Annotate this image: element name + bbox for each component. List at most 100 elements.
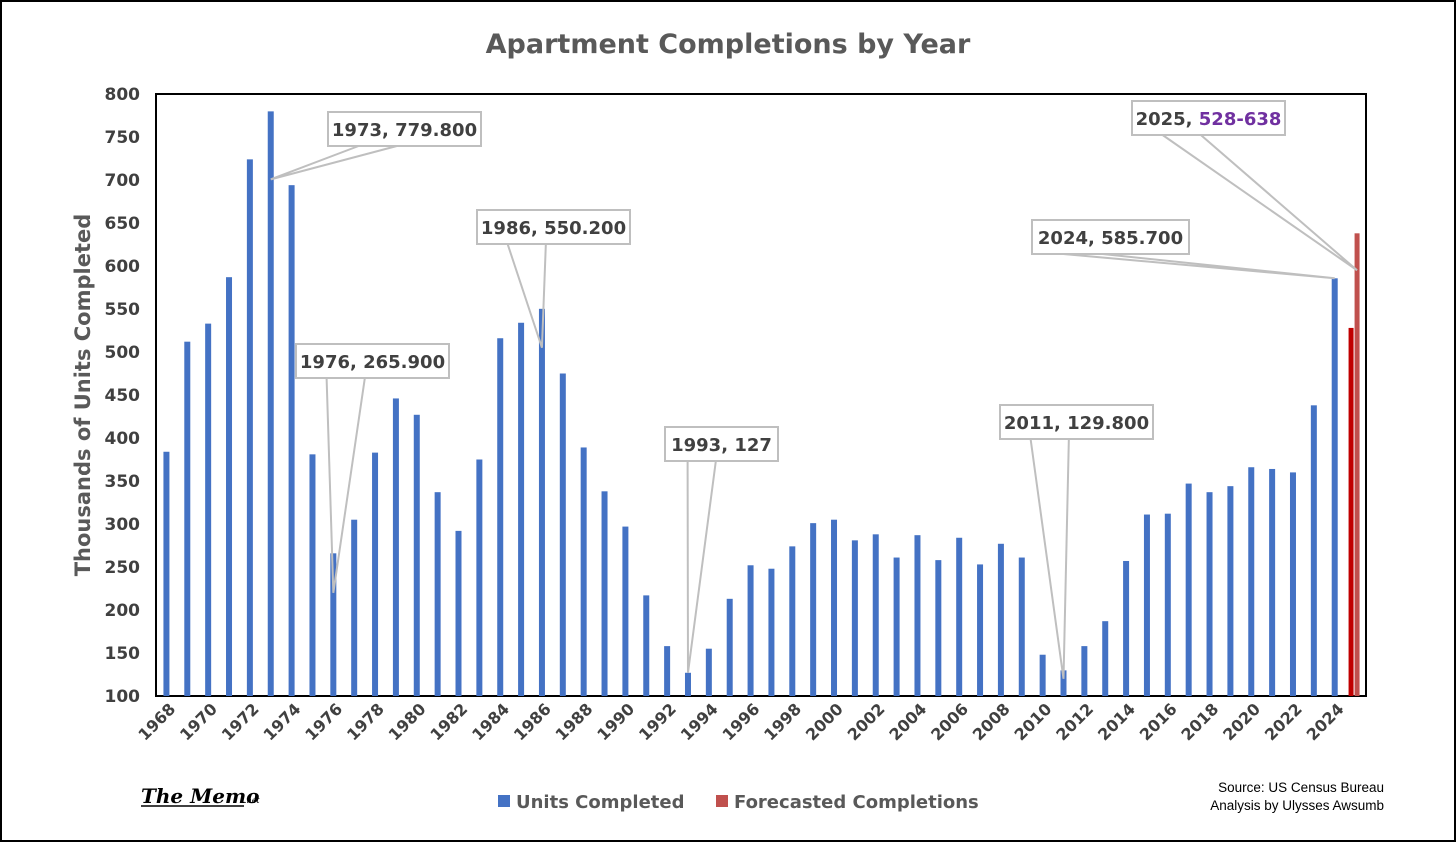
bar-units-2018 [1206, 492, 1213, 696]
legend: Units Completed Forecasted Completions [498, 792, 979, 813]
logo: The Memo .net [141, 784, 260, 808]
x-tick-label: 2020 [1219, 699, 1264, 744]
x-tick-label: 1972 [218, 699, 263, 744]
y-tick-label: 150 [105, 644, 141, 664]
bar-units-1993 [684, 672, 691, 696]
bar-units-1988 [580, 447, 587, 696]
bar-units-2004 [914, 535, 921, 696]
callout-leader-1976 [325, 377, 366, 593]
bar-units-1970 [205, 323, 212, 696]
callout-value: 129.800 [1067, 413, 1149, 434]
callout-label-2025: 2025, 528-638 [1136, 109, 1282, 130]
bar-units-1996 [747, 565, 754, 696]
bar-units-2023 [1310, 405, 1317, 696]
x-tick-label: 2018 [1177, 699, 1222, 744]
y-tick-label: 200 [105, 601, 141, 621]
bar-units-2000 [831, 519, 838, 696]
callout-value: 585.700 [1101, 228, 1183, 249]
callout-prefix: 2011, [1004, 413, 1067, 434]
y-tick-label: 400 [105, 429, 141, 449]
y-tick-label: 650 [105, 214, 141, 234]
bar-units-1990 [622, 526, 629, 696]
x-axis-ticks: 1968197019721974197619781980198219841986… [134, 699, 1347, 744]
bar-units-2010 [1039, 654, 1046, 696]
x-tick-label: 1978 [343, 699, 388, 744]
callout-prefix: 2024, [1038, 228, 1101, 249]
y-tick-label: 500 [105, 343, 141, 363]
callout-prefix: 2025, [1136, 109, 1199, 130]
callout-leader-1993 [686, 460, 717, 673]
callout-leader-1973 [270, 145, 398, 181]
y-tick-label: 550 [105, 300, 141, 320]
bar-units-1979 [392, 398, 399, 696]
callout-leader-1986 [506, 243, 547, 349]
x-tick-label: 2024 [1303, 699, 1348, 744]
bar-units-2013 [1102, 621, 1109, 696]
legend-label-units: Units Completed [516, 792, 684, 813]
bar-units-1991 [643, 595, 650, 696]
bar-units-1971 [226, 277, 233, 696]
bar-units-2022 [1289, 472, 1296, 696]
x-tick-label: 1974 [260, 699, 305, 744]
bar-units-1973 [267, 111, 274, 696]
bar-units-2003 [893, 557, 900, 696]
callout-label-1976: 1976, 265.900 [300, 352, 445, 373]
x-tick-label: 1988 [552, 699, 597, 744]
x-tick-label: 2006 [927, 699, 972, 744]
bar-units-2012 [1081, 646, 1088, 696]
bar-units-2007 [977, 564, 984, 696]
bar-units-1972 [246, 159, 253, 697]
x-tick-label: 2014 [1094, 699, 1139, 744]
y-axis-label: Thousands of Units Completed [71, 214, 95, 577]
bar-units-2014 [1123, 560, 1130, 696]
callout-box-1973 [327, 111, 482, 147]
callout-leader-2011 [1029, 438, 1070, 679]
x-tick-label: 1982 [426, 699, 471, 744]
x-tick-label: 2008 [969, 699, 1014, 744]
bar-units-1980 [413, 414, 420, 696]
logo-text: The Memo [141, 784, 259, 808]
bar-units-1977 [351, 519, 358, 696]
x-tick-label: 2010 [1011, 699, 1056, 744]
bar-units-1999 [810, 523, 817, 696]
x-tick-label: 1976 [301, 699, 346, 744]
callout-box-1976 [295, 343, 450, 379]
y-tick-label: 450 [105, 386, 141, 406]
bar-units-2011 [1060, 670, 1067, 696]
x-tick-label: 1996 [718, 699, 763, 744]
bar-units-1989 [601, 491, 608, 696]
plot-area-border [155, 93, 1367, 697]
bar-units-2006 [956, 537, 963, 696]
y-tick-label: 250 [105, 558, 141, 578]
callout-value: 779.800 [395, 120, 477, 141]
bar-units-1987 [559, 373, 566, 696]
x-tick-label: 1980 [385, 699, 430, 744]
bar-units-2002 [872, 534, 879, 696]
callout-leader-2024 [1063, 253, 1335, 280]
y-axis-ticks: 100 150 200 250 300 350 400 450 500 550 600 650 700 7… [105, 85, 141, 707]
callout-prefix: 1976, [300, 352, 363, 373]
x-tick-label: 2012 [1052, 699, 1097, 744]
callout-box-2011 [999, 404, 1154, 440]
x-tick-label: 2002 [844, 699, 889, 744]
bar-units-1995 [726, 598, 733, 696]
bar-units-1983 [476, 459, 483, 696]
callout-label-2011: 2011, 129.800 [1004, 413, 1149, 434]
logo-suffix: .net [244, 796, 260, 805]
legend-swatch-units [498, 795, 510, 807]
x-tick-label: 1994 [677, 699, 722, 744]
bar-units-2016 [1164, 513, 1171, 696]
legend-label-forecast: Forecasted Completions [734, 792, 979, 813]
callout-prefix: 1993, [671, 435, 734, 456]
y-tick-label: 350 [105, 472, 141, 492]
bar-units-2024 [1331, 278, 1338, 696]
callout-value: 528-638 [1199, 109, 1282, 130]
bar-units-2017 [1185, 483, 1192, 696]
callout-leader-2025 [1162, 134, 1358, 272]
bar-forecast-high-2025 [1354, 233, 1360, 696]
bar-units-1994 [705, 648, 712, 696]
bar-units-1975 [309, 454, 316, 696]
x-tick-label: 1990 [593, 699, 638, 744]
bar-units-1978 [372, 452, 379, 696]
